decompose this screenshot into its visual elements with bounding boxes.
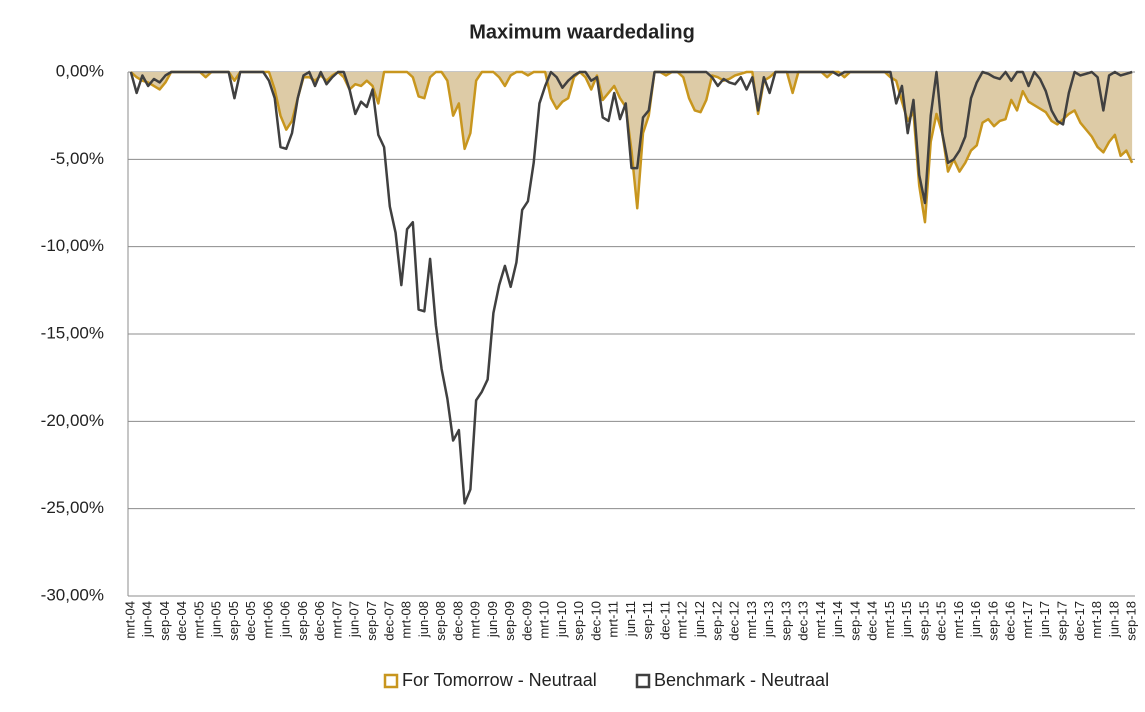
x-tick-label: dec-11 [657,601,672,640]
x-tick-label: mrt-09 [468,601,483,639]
x-tick-label: sep-12 [709,601,724,641]
x-tick-label: mrt-17 [1020,601,1035,639]
y-tick-label: -15,00% [41,323,104,342]
x-tick-label: jun-06 [278,601,293,638]
x-tick-label: dec-13 [796,601,811,641]
x-tick-label: dec-04 [174,601,189,641]
legend-label: Benchmark - Neutraal [654,670,829,690]
x-tick-label: jun-18 [1106,601,1121,638]
legend-swatch [383,673,399,689]
x-tick-label: dec-08 [450,601,465,641]
x-tick-label: jun-05 [209,601,224,638]
y-tick-label: -10,00% [41,236,104,255]
y-tick-label: -25,00% [41,498,104,517]
x-tick-label: mrt-12 [675,601,690,639]
x-tick-label: jun-07 [347,601,362,638]
x-tick-label: sep-09 [502,601,517,641]
x-tick-label: sep-10 [571,601,586,641]
x-tick-label: sep-07 [364,601,379,641]
x-tick-label: dec-09 [519,601,534,641]
x-tick-label: sep-18 [1124,601,1139,641]
chart-title: Maximum waardedaling [469,21,695,43]
x-tick-label: sep-13 [778,601,793,641]
x-tick-label: sep-05 [226,601,241,641]
x-tick-label: jun-08 [416,601,431,638]
x-tick-label: dec-14 [865,601,880,641]
x-tick-label: mrt-18 [1089,601,1104,639]
x-tick-label: mrt-13 [744,601,759,639]
y-tick-label: -5,00% [50,149,104,168]
line [129,70,1133,505]
x-tick-label: jun-14 [830,601,845,638]
x-tick-label: sep-11 [640,601,655,640]
y-tick-label: -20,00% [41,411,104,430]
y-tick-label: -30,00% [41,585,104,604]
x-tick-label: mrt-11 [606,601,621,638]
x-tick-label: dec-12 [727,601,742,641]
x-tick-label: mrt-14 [813,601,828,639]
x-tick-label: mrt-10 [537,601,552,639]
x-tick-label: sep-16 [985,601,1000,641]
x-tick-label: jun-15 [899,601,914,638]
x-tick-label: mrt-15 [882,601,897,639]
x-tick-label: sep-14 [847,601,862,641]
legend-label: For Tomorrow - Neutraal [402,670,597,690]
grid [128,71,1135,597]
x-tick-label: mrt-04 [122,601,137,639]
x-tick-label: dec-17 [1072,601,1087,641]
x-tick-label: jun-12 [692,601,707,638]
x-tick-label: dec-16 [1003,601,1018,641]
x-tick-label: mrt-06 [260,601,275,639]
x-tick-label: sep-04 [157,601,172,641]
x-tick-label: jun-17 [1037,601,1052,638]
x-tick-label: sep-06 [295,601,310,641]
x-tick-label: jun-13 [761,601,776,638]
x-tick-label: jun-04 [140,601,155,638]
x-tick-label: dec-07 [381,601,396,641]
x-tick-label: jun-10 [554,601,569,638]
x-tick-label: jun-09 [485,601,500,638]
x-tick-label: jun-11 [623,601,638,637]
x-tick-label: dec-15 [934,601,949,641]
x-tick-label: mrt-07 [329,601,344,639]
x-tick-label: mrt-08 [399,601,414,639]
x-tick-label: jun-16 [968,601,983,638]
x-tick-label: sep-17 [1055,601,1070,641]
legend-swatch [635,673,651,689]
x-tick-label: sep-15 [916,601,931,641]
x-tick-label: sep-08 [433,601,448,641]
x-tick-label: mrt-05 [191,601,206,639]
x-tick-label: dec-06 [312,601,327,641]
x-tick-label: dec-05 [243,601,258,641]
y-tick-label: 0,00% [56,61,104,80]
x-tick-label: dec-10 [588,601,603,641]
x-tick-label: mrt-16 [951,601,966,639]
